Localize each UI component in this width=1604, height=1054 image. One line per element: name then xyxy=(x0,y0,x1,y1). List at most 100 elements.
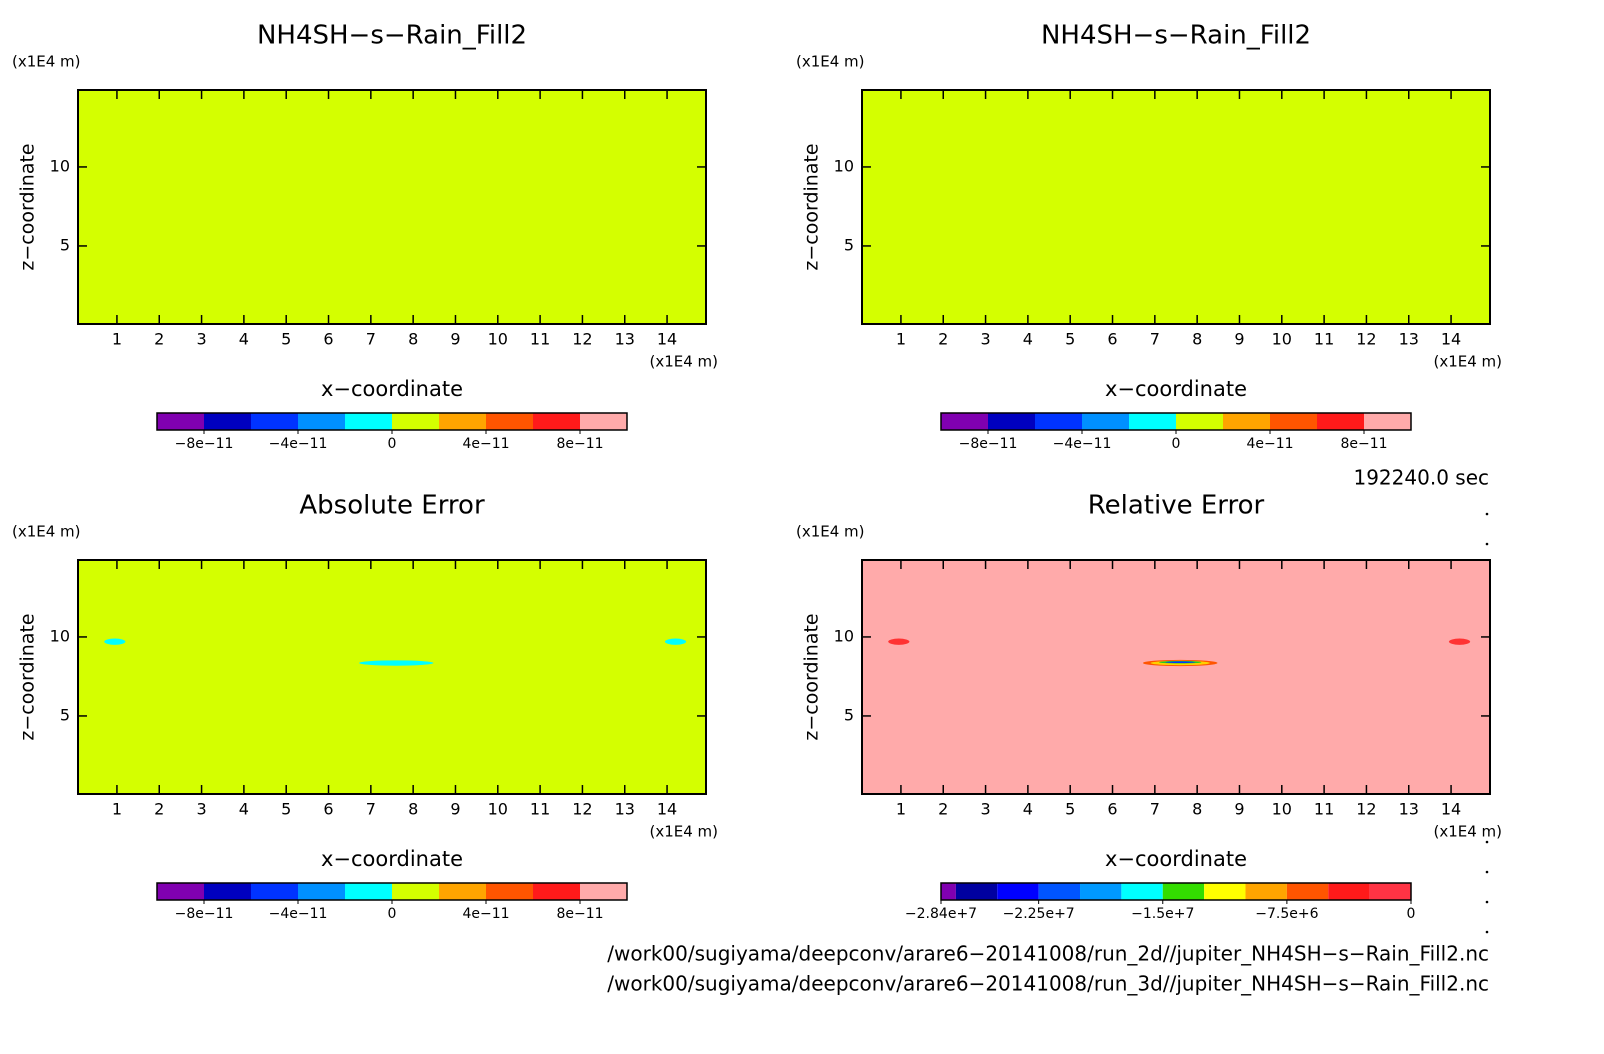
colorbar-tick-label: −8e−11 xyxy=(959,436,1018,452)
colorbar-segment xyxy=(533,883,580,900)
y-tick-label: 5 xyxy=(60,705,70,724)
x-tick-label: 1 xyxy=(896,800,906,819)
x-tick-label: 7 xyxy=(366,800,376,819)
colorbar-frame xyxy=(940,882,1412,901)
x-unit: (x1E4 m) xyxy=(649,823,718,841)
x-tick-label: 5 xyxy=(281,330,291,349)
plot-frame xyxy=(861,559,1491,795)
colorbar-tick-label: −8e−11 xyxy=(175,906,234,922)
colorbar-segment xyxy=(988,413,1035,430)
x-tick-label: 12 xyxy=(572,800,592,819)
x-axis-label: x−coordinate xyxy=(321,377,463,401)
x-tick-label: 10 xyxy=(488,800,508,819)
colorbar-segment xyxy=(439,413,486,430)
x-tick-label: 14 xyxy=(1441,800,1461,819)
y-tick-label: 10 xyxy=(50,156,70,175)
colorbar-segment xyxy=(1035,413,1082,430)
x-tick-label: 6 xyxy=(323,330,333,349)
colorbar-segment xyxy=(157,413,204,430)
x-tick-label: 11 xyxy=(1314,330,1334,349)
x-tick-label: 2 xyxy=(938,330,948,349)
colorbar-segment xyxy=(1364,413,1411,430)
colorbar-segment xyxy=(941,413,988,430)
colorbar-segment xyxy=(1204,883,1246,900)
x-tick-label: 7 xyxy=(1150,330,1160,349)
y-tick-label: 10 xyxy=(834,156,854,175)
x-axis-label: x−coordinate xyxy=(321,847,463,871)
x-tick-label: 4 xyxy=(1023,330,1033,349)
colorbar-segment xyxy=(1162,883,1205,900)
x-unit: (x1E4 m) xyxy=(649,353,718,371)
plot-frame xyxy=(861,89,1491,325)
plot-title: Absolute Error xyxy=(299,491,485,521)
contour-region xyxy=(664,638,687,645)
panel: NH4SH−s−Rain_Fill2 (x1E4 m) (x1E4 m) x−coor… xyxy=(796,21,1502,453)
colorbar-segment xyxy=(1286,883,1329,900)
colorbar-segment xyxy=(439,883,486,900)
x-tick-label: 4 xyxy=(239,330,249,349)
colorbar-tick-label: 4e−11 xyxy=(462,436,509,452)
x-tick-label: 10 xyxy=(1272,330,1292,349)
colorbar-segment xyxy=(1328,883,1370,900)
colorbar-segment xyxy=(1317,413,1364,430)
colorbar-segment xyxy=(251,883,298,900)
dots xyxy=(1485,512,1489,934)
colorbar-segment xyxy=(533,413,580,430)
colorbar-segment xyxy=(392,883,439,900)
y-tick-label: 10 xyxy=(50,626,70,645)
y-tick-label: 10 xyxy=(834,626,854,645)
colorbar-segment xyxy=(157,883,204,900)
colorbar-segment xyxy=(486,883,533,900)
x-unit: (x1E4 m) xyxy=(1433,823,1502,841)
x-tick-label: 13 xyxy=(615,330,635,349)
x-tick-label: 5 xyxy=(281,800,291,819)
x-tick-label: 14 xyxy=(657,800,677,819)
colorbar-segment xyxy=(345,883,392,900)
panel: Absolute Error (x1E4 m) (x1E4 m) x−coordina… xyxy=(12,491,718,923)
colorbar-tick-label: 4e−11 xyxy=(462,906,509,922)
y-axis-label: z−coordinate xyxy=(17,143,39,270)
x-tick-label: 11 xyxy=(1314,800,1334,819)
x-tick-label: 6 xyxy=(323,800,333,819)
colorbar-segment xyxy=(1082,413,1129,430)
x-tick-label: 11 xyxy=(530,330,550,349)
y-unit: (x1E4 m) xyxy=(12,523,81,541)
colorbar-segment xyxy=(392,413,439,430)
x-axis-label: x−coordinate xyxy=(1105,847,1247,871)
x-tick-label: 12 xyxy=(572,330,592,349)
time-label: 192240.0 sec xyxy=(1353,466,1489,490)
file-path: /work00/sugiyama/deepconv/arare6−2014100… xyxy=(607,972,1489,996)
x-tick-label: 1 xyxy=(112,800,122,819)
colorbar-tick-label: −7.5e+6 xyxy=(1255,906,1318,922)
colorbar-tick-label: −1.5e+7 xyxy=(1131,906,1194,922)
colorbar-segment xyxy=(298,413,345,430)
file-path: /work00/sugiyama/deepconv/arare6−2014100… xyxy=(607,942,1489,966)
plot-title: NH4SH−s−Rain_Fill2 xyxy=(1041,21,1311,51)
x-tick-label: 3 xyxy=(196,800,206,819)
panel: Relative Error (x1E4 m) (x1E4 m) x−coordina… xyxy=(796,491,1502,923)
x-tick-label: 2 xyxy=(938,800,948,819)
colorbar-tick-label: −2.25e+7 xyxy=(1003,906,1075,922)
x-tick-label: 1 xyxy=(896,330,906,349)
x-axis-label: x−coordinate xyxy=(1105,377,1247,401)
x-tick-label: 13 xyxy=(1399,800,1419,819)
x-tick-label: 3 xyxy=(196,330,206,349)
x-tick-label: 9 xyxy=(450,800,460,819)
colorbar-segment xyxy=(997,883,1039,900)
x-tick-label: 8 xyxy=(1192,800,1202,819)
x-tick-label: 2 xyxy=(154,800,164,819)
colorbar-tick-label: −4e−11 xyxy=(269,906,328,922)
y-tick-label: 5 xyxy=(60,235,70,254)
colorbar-segment xyxy=(941,883,956,900)
colorbar-segment xyxy=(204,883,251,900)
colorbar-segment xyxy=(1245,883,1287,900)
x-tick-label: 4 xyxy=(239,800,249,819)
colorbar-tick-label: 0 xyxy=(1407,906,1416,922)
plot-frame xyxy=(77,559,707,795)
colorbar-tick-label: 8e−11 xyxy=(556,906,603,922)
colorbar-segment xyxy=(1080,883,1122,900)
y-tick-label: 5 xyxy=(844,235,854,254)
x-tick-label: 8 xyxy=(408,800,418,819)
